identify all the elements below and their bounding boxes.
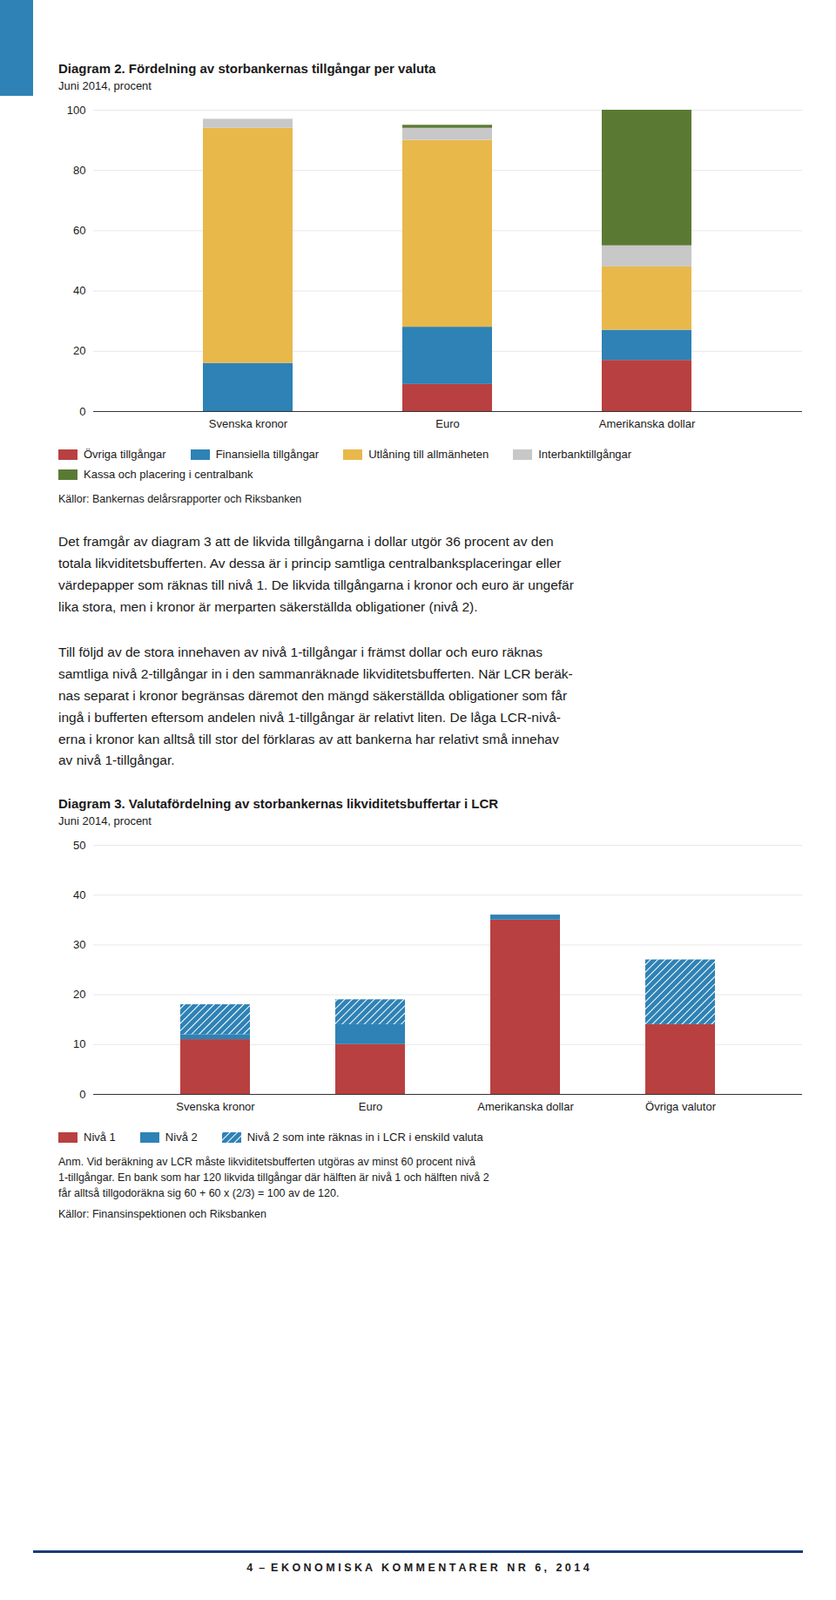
svg-text:Amerikanska dollar: Amerikanska dollar [477,1099,574,1113]
svg-text:Svenska kronor: Svenska kronor [209,417,289,431]
html-text:Kassa och placering i centralb: Kassa och placering i centralbank [83,467,253,481]
svg-text:50: 50 [73,838,86,852]
html-text:Nivå 2 som inte räknas in i LC: Nivå 2 som inte räknas in i LCR i enskil… [247,1130,484,1144]
html-text:Det framgår av diagram 3 att d: Det framgår av diagram 3 att de likvida … [58,533,574,614]
html-text:Diagram 2. Fördelning av storb: Diagram 2. Fördelning av storbankernas t… [58,60,436,76]
html-text:Nivå 1: Nivå 1 [83,1130,116,1144]
html-text:Juni 2014, procent: Juni 2014, procent [58,814,152,828]
html-text:Källor: Bankernas delårsrappor: Källor: Bankernas delårsrapporter och Ri… [58,492,302,506]
svg-text:0: 0 [79,404,86,418]
svg-text:Amerikanska dollar: Amerikanska dollar [599,417,696,431]
html-text:Källor: Finansinspektionen och: Källor: Finansinspektionen och Riksbanke… [58,1208,267,1221]
svg-text:Svenska kronor: Svenska kronor [175,1099,256,1113]
html-text:Anm. Vid beräkning av LCR måst: Anm. Vid beräkning av LCR måste likvidit… [58,1155,490,1200]
svg-text:10: 10 [73,1038,86,1052]
svg-text:20: 20 [73,343,86,358]
html-text:Till följd av de stora innehav: Till följd av de stora innehaven av nivå… [58,644,573,768]
html-text:Finansiella tillgångar: Finansiella tillgångar [215,447,319,461]
svg-text:60: 60 [73,223,86,237]
svg-text:100: 100 [67,103,87,117]
html-text:Diagram 3. Valutafördelning av: Diagram 3. Valutafördelning av storbanke… [58,796,499,811]
html-text:Övriga tillgångar: Övriga tillgångar [83,447,167,461]
svg-text:Euro: Euro [358,1099,383,1113]
svg-text:20: 20 [73,987,86,1001]
svg-text:40: 40 [73,283,86,297]
html-text:Nivå 2: Nivå 2 [165,1130,198,1144]
html-text:4 – E K O N O M I S K A K O M: 4 – E K O N O M I S K A K O M M E N T A … [246,1561,590,1574]
svg-text:80: 80 [73,163,86,177]
svg-text:Övriga valutor: Övriga valutor [645,1099,717,1113]
svg-text:0: 0 [79,1087,86,1101]
html-text:Interbanktillgångar: Interbanktillgångar [538,447,632,461]
svg-text:40: 40 [73,888,86,902]
html-text:Juni 2014, procent: Juni 2014, procent [58,79,152,93]
svg-text:Euro: Euro [435,417,459,431]
html-text:Utlåning till allmänheten: Utlåning till allmänheten [368,447,489,461]
svg-text:30: 30 [73,937,86,951]
